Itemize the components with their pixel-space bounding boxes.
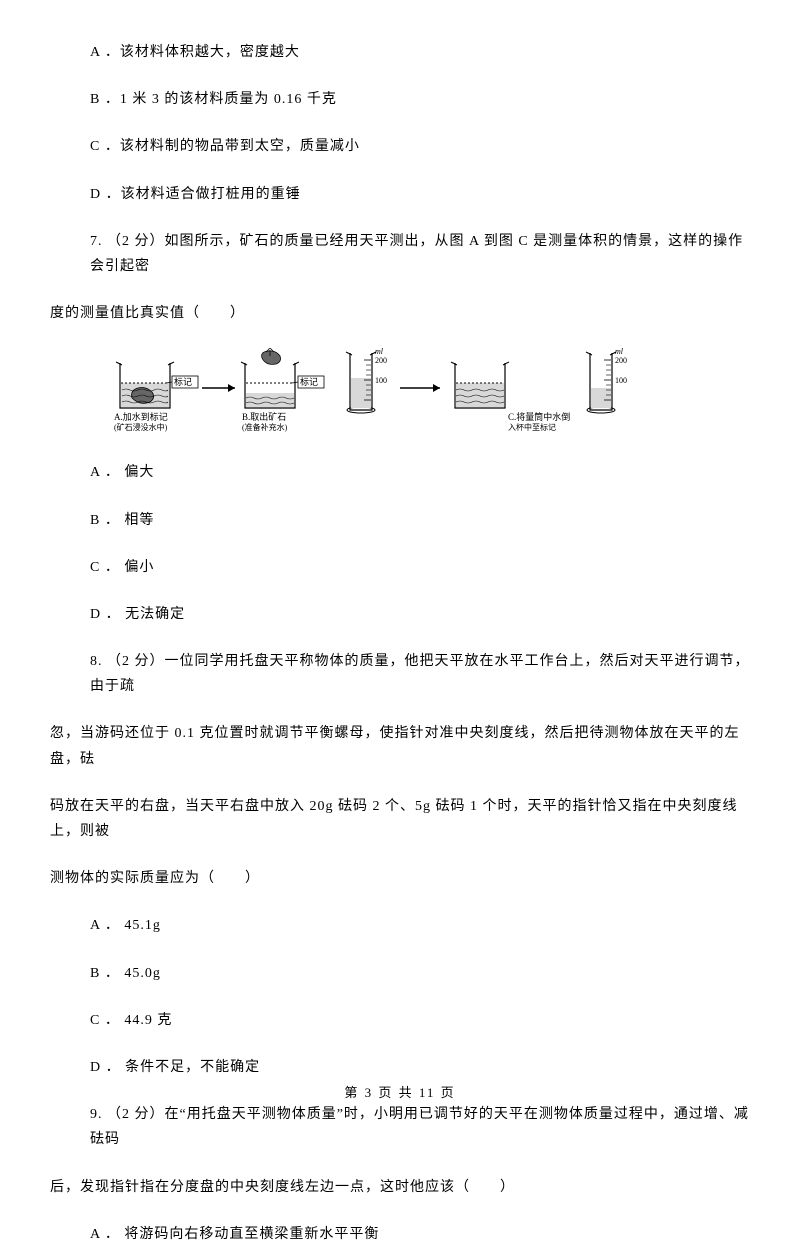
svg-text:C.将量筒中水倒: C.将量筒中水倒 bbox=[508, 411, 570, 422]
q7-option-b: B ． 相等 bbox=[90, 508, 750, 533]
svg-text:200: 200 bbox=[615, 356, 627, 365]
q-pre-option-d: D ．该材料适合做打桩用的重锤 bbox=[90, 182, 750, 207]
svg-text:标记: 标记 bbox=[300, 376, 318, 387]
arrow-ab-icon bbox=[202, 384, 235, 392]
svg-text:ml: ml bbox=[615, 348, 624, 356]
svg-text:200: 200 bbox=[375, 356, 387, 365]
q8-option-b: B ． 45.0g bbox=[90, 961, 750, 986]
q8-stem-line1: 8. （2 分）一位同学用托盘天平称物体的质量，他把天平放在水平工作台上，然后对… bbox=[90, 649, 750, 699]
svg-text:100: 100 bbox=[375, 376, 387, 385]
svg-text:B.取出矿石: B.取出矿石 bbox=[242, 411, 286, 422]
page-footer: 第 3 页 共 11 页 bbox=[0, 1081, 800, 1104]
q8-stem-line2: 忽，当游码还位于 0.1 克位置时就调节平衡螺母，使指针对准中央刻度线，然后把待… bbox=[50, 721, 750, 771]
q7-stem-line2: 度的测量值比真实值（ ） bbox=[50, 301, 750, 326]
q-pre-option-a: A ．该材料体积越大，密度越大 bbox=[90, 40, 750, 65]
cylinder-1-group: ml 200 100 bbox=[346, 348, 387, 413]
q7-stem-line1: 7. （2 分）如图所示，矿石的质量已经用天平测出，从图 A 到图 C 是测量体… bbox=[90, 229, 750, 279]
svg-text:100: 100 bbox=[615, 376, 627, 385]
q8-stem-line3: 码放在天平的右盘，当天平右盘中放入 20g 砝码 2 个、5g 砝码 1 个时，… bbox=[50, 794, 750, 844]
q8-option-d: D ． 条件不足，不能确定 bbox=[90, 1055, 750, 1080]
q9-stem-line1: 9. （2 分）在“用托盘天平测物体质量”时，小明用已调节好的天平在测物体质量过… bbox=[90, 1102, 750, 1152]
svg-text:A.加水到标记: A.加水到标记 bbox=[114, 411, 168, 422]
q9-stem-line2: 后，发现指针指在分度盘的中央刻度线左边一点，这时他应该（ ） bbox=[50, 1175, 750, 1200]
q-pre-option-c: C ．该材料制的物品带到太空，质量减小 bbox=[90, 134, 750, 159]
q7-figure: 标记 A.加水到标记 (矿石浸没水中) 标记 B.取出矿石 (准备补充水) bbox=[110, 348, 750, 438]
q8-option-c: C ． 44.9 克 bbox=[90, 1008, 750, 1033]
svg-text:标记: 标记 bbox=[174, 376, 192, 387]
q9-option-a: A ． 将游码向右移动直至横梁重新水平平衡 bbox=[90, 1222, 750, 1247]
q7-option-a: A ． 偏大 bbox=[90, 460, 750, 485]
q7-option-d: D ． 无法确定 bbox=[90, 602, 750, 627]
beaker-b-group: 标记 bbox=[241, 348, 324, 408]
q8-stem-line4: 测物体的实际质量应为（ ） bbox=[50, 866, 750, 891]
svg-text:ml: ml bbox=[375, 348, 384, 356]
q-pre-option-b: B ．1 米 3 的该材料质量为 0.16 千克 bbox=[90, 87, 750, 112]
cylinder-2-group: ml 200 100 bbox=[586, 348, 627, 413]
svg-text:入杯中至标记: 入杯中至标记 bbox=[508, 422, 556, 432]
beaker-c-group bbox=[451, 362, 509, 408]
arrow-bc-icon bbox=[400, 384, 440, 392]
svg-text:(准备补充水): (准备补充水) bbox=[242, 422, 288, 432]
beaker-a-group: 标记 bbox=[116, 362, 198, 408]
svg-text:(矿石浸没水中): (矿石浸没水中) bbox=[114, 422, 168, 432]
q8-option-a: A ． 45.1g bbox=[90, 913, 750, 938]
q7-option-c: C ． 偏小 bbox=[90, 555, 750, 580]
